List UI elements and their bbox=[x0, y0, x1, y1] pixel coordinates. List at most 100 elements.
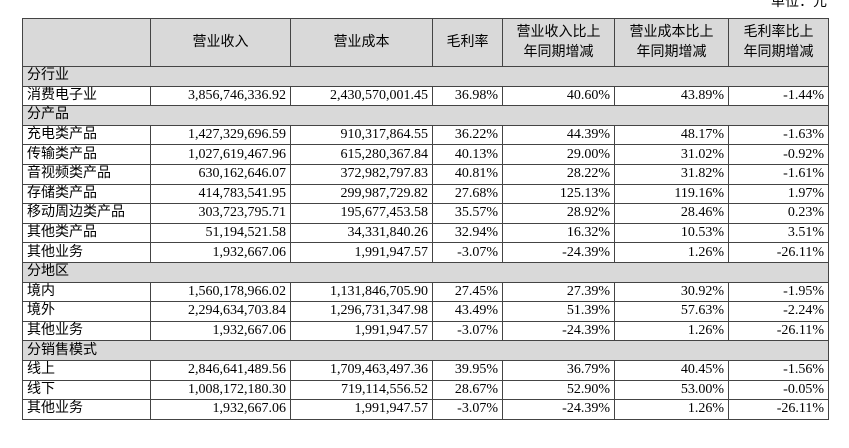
value-cell: 27.45% bbox=[432, 281, 503, 303]
header-line: 毛利率比上 bbox=[743, 24, 814, 40]
value-cell: 30.92% bbox=[614, 281, 729, 303]
value-cell: 1,427,329,696.59 bbox=[150, 124, 291, 146]
value-cell: -3.07% bbox=[432, 399, 503, 420]
value-cell: -1.56% bbox=[728, 359, 829, 381]
section-row: 分地区 bbox=[22, 261, 829, 283]
value-cell: 1.26% bbox=[614, 320, 729, 342]
value-cell: 35.57% bbox=[432, 203, 503, 224]
row-label: 其他类产品 bbox=[22, 222, 151, 244]
value-cell: 36.22% bbox=[432, 124, 503, 146]
value-cell: 51,194,521.58 bbox=[150, 222, 291, 244]
value-cell: -1.44% bbox=[728, 85, 829, 107]
value-cell: -24.39% bbox=[502, 242, 615, 263]
row-label: 其他业务 bbox=[22, 242, 151, 263]
section-row: 分行业 bbox=[22, 66, 829, 87]
value-cell: 1,991,947.57 bbox=[290, 242, 433, 263]
value-cell: 1,131,846,705.90 bbox=[290, 281, 433, 303]
value-cell: 16.32% bbox=[502, 222, 615, 244]
value-cell: 40.81% bbox=[432, 163, 503, 185]
data-row: 音视频类产品 630,162,646.07 372,982,797.83 40.81%… bbox=[22, 163, 829, 185]
data-row: 消费电子业 3,856,746,336.92 2,430,570,001.45 36.… bbox=[22, 85, 829, 107]
value-cell: 1,560,178,966.02 bbox=[150, 281, 291, 303]
value-cell: 52.90% bbox=[502, 379, 615, 401]
value-cell: 1,991,947.57 bbox=[290, 320, 433, 342]
header-line: 年同期增减 bbox=[523, 44, 594, 60]
header-cell: 营业成本 bbox=[290, 18, 433, 67]
value-cell: 2,294,634,703.84 bbox=[150, 301, 291, 322]
value-cell: 48.17% bbox=[614, 124, 729, 146]
header-line: 年同期增减 bbox=[743, 44, 814, 60]
value-cell: 303,723,795.71 bbox=[150, 203, 291, 224]
row-label: 其他业务 bbox=[22, 399, 151, 420]
value-cell: 28.67% bbox=[432, 379, 503, 401]
value-cell: 195,677,453.58 bbox=[290, 203, 433, 224]
value-cell: 719,114,556.52 bbox=[290, 379, 433, 401]
row-label: 境内 bbox=[22, 281, 151, 303]
value-cell: -1.95% bbox=[728, 281, 829, 303]
value-cell: 2,846,641,489.56 bbox=[150, 359, 291, 381]
value-cell: -1.61% bbox=[728, 163, 829, 185]
value-cell: 31.82% bbox=[614, 163, 729, 185]
row-label: 线下 bbox=[22, 379, 151, 401]
value-cell: 31.02% bbox=[614, 144, 729, 165]
value-cell: 125.13% bbox=[502, 183, 615, 205]
data-row: 传输类产品 1,027,619,467.96 615,280,367.84 40.13… bbox=[22, 144, 829, 165]
header-cell: 营业收入比上 年同期增减 bbox=[502, 18, 615, 67]
value-cell: 1.26% bbox=[614, 399, 729, 420]
header-cell bbox=[22, 18, 151, 67]
value-cell: -0.05% bbox=[728, 379, 829, 401]
value-cell: 1,008,172,180.30 bbox=[150, 379, 291, 401]
value-cell: 28.46% bbox=[614, 203, 729, 224]
value-cell: -3.07% bbox=[432, 242, 503, 263]
value-cell: 119.16% bbox=[614, 183, 729, 205]
data-row: 境内 1,560,178,966.02 1,131,846,705.90 27.45%… bbox=[22, 281, 829, 303]
value-cell: 1,991,947.57 bbox=[290, 399, 433, 420]
row-label: 充电类产品 bbox=[22, 124, 151, 146]
row-label: 存储类产品 bbox=[22, 183, 151, 205]
value-cell: 630,162,646.07 bbox=[150, 163, 291, 185]
value-cell: 3.51% bbox=[728, 222, 829, 244]
row-label: 消费电子业 bbox=[22, 85, 151, 107]
value-cell: 1,709,463,497.36 bbox=[290, 359, 433, 381]
data-table: 营业收入 营业成本 毛利率 营业收入比上 年同期增减 营业成本比上 年同期增减 毛利率比上 年同… bbox=[22, 18, 829, 420]
value-cell: 27.39% bbox=[502, 281, 615, 303]
value-cell: -3.07% bbox=[432, 320, 503, 342]
value-cell: 1.26% bbox=[614, 242, 729, 263]
value-cell: 10.53% bbox=[614, 222, 729, 244]
data-row: 其他类产品 51,194,521.58 34,331,840.26 32.94% 16.… bbox=[22, 222, 829, 244]
value-cell: -1.63% bbox=[728, 124, 829, 146]
value-cell: -0.92% bbox=[728, 144, 829, 165]
value-cell: 40.13% bbox=[432, 144, 503, 165]
value-cell: -24.39% bbox=[502, 399, 615, 420]
data-row: 线上 2,846,641,489.56 1,709,463,497.36 39.95%… bbox=[22, 359, 829, 381]
value-cell: 57.63% bbox=[614, 301, 729, 322]
value-cell: 3,856,746,336.92 bbox=[150, 85, 291, 107]
value-cell: 40.45% bbox=[614, 359, 729, 381]
row-label: 境外 bbox=[22, 301, 151, 322]
unit-label: 单位：元 bbox=[771, 0, 827, 10]
section-title: 分产品 bbox=[22, 105, 829, 126]
value-cell: 29.00% bbox=[502, 144, 615, 165]
value-cell: 299,987,729.82 bbox=[290, 183, 433, 205]
value-cell: 1,296,731,347.98 bbox=[290, 301, 433, 322]
value-cell: 44.39% bbox=[502, 124, 615, 146]
header-cell: 营业成本比上 年同期增减 bbox=[614, 18, 729, 67]
section-row: 分销售模式 bbox=[22, 340, 829, 361]
value-cell: 28.92% bbox=[502, 203, 615, 224]
value-cell: 1,932,667.06 bbox=[150, 399, 291, 420]
value-cell: 36.98% bbox=[432, 85, 503, 107]
header-cell: 毛利率比上年同期增减 bbox=[728, 18, 829, 67]
value-cell: 1.97% bbox=[728, 183, 829, 205]
data-row: 境外 2,294,634,703.84 1,296,731,347.98 43.49%… bbox=[22, 301, 829, 322]
section-title: 分行业 bbox=[22, 66, 829, 87]
value-cell: 414,783,541.95 bbox=[150, 183, 291, 205]
value-cell: 32.94% bbox=[432, 222, 503, 244]
value-cell: 1,932,667.06 bbox=[150, 320, 291, 342]
value-cell: -24.39% bbox=[502, 320, 615, 342]
section-title: 分地区 bbox=[22, 261, 829, 283]
data-row: 移动周边类产品 303,723,795.71 195,677,453.58 35.57… bbox=[22, 203, 829, 224]
value-cell: 43.89% bbox=[614, 85, 729, 107]
value-cell: 34,331,840.26 bbox=[290, 222, 433, 244]
header-line: 营业收入比上 bbox=[516, 24, 601, 40]
value-cell: 39.95% bbox=[432, 359, 503, 381]
